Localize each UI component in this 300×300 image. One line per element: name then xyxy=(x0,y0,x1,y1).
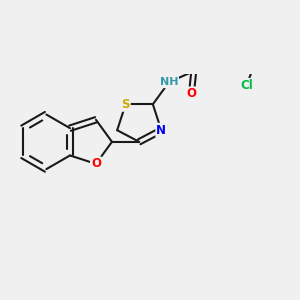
Text: S: S xyxy=(121,98,130,111)
Text: N: N xyxy=(156,124,166,137)
Text: O: O xyxy=(91,158,101,170)
Text: NH: NH xyxy=(160,77,178,87)
Text: O: O xyxy=(186,87,197,101)
Text: Cl: Cl xyxy=(240,79,253,92)
